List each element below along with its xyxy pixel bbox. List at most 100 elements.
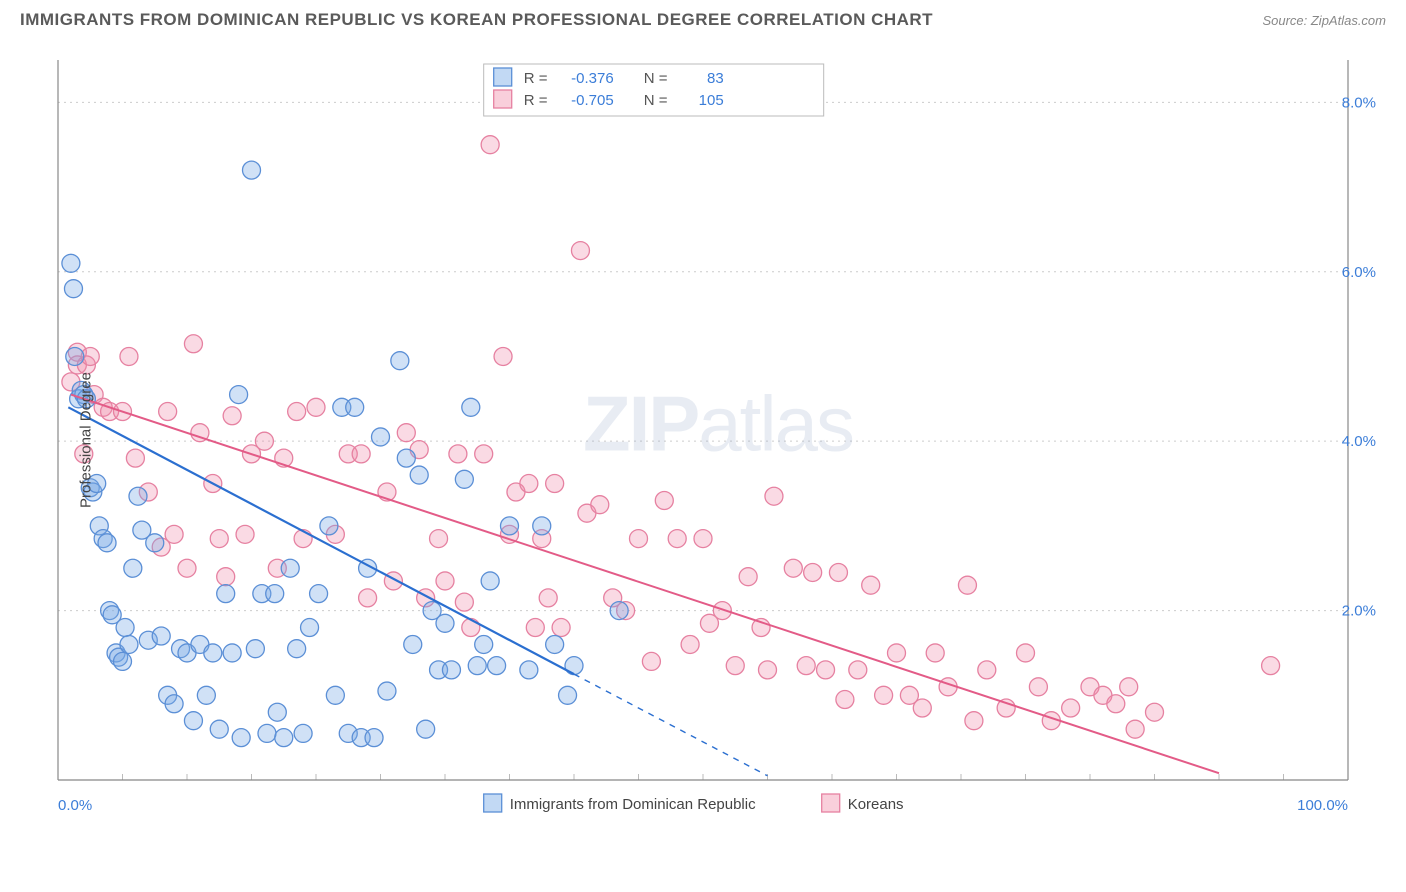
data-point-koreans (655, 491, 673, 509)
data-point-dominican (129, 487, 147, 505)
data-point-koreans (359, 589, 377, 607)
data-point-koreans (804, 563, 822, 581)
data-point-dominican (124, 559, 142, 577)
data-point-koreans (591, 496, 609, 514)
data-point-dominican (294, 724, 312, 742)
data-point-dominican (146, 534, 164, 552)
x-tick-label: 0.0% (58, 797, 92, 814)
data-point-dominican (436, 614, 454, 632)
data-point-dominican (501, 517, 519, 535)
data-point-dominican (217, 585, 235, 603)
legend-r-value-dominican: -0.376 (571, 70, 614, 87)
data-point-dominican (98, 534, 116, 552)
legend-swatch-dominican (494, 68, 512, 86)
data-point-dominican (116, 619, 134, 637)
y-tick-label: 8.0% (1342, 94, 1376, 111)
data-point-koreans (1017, 644, 1035, 662)
data-point-koreans (494, 347, 512, 365)
data-point-dominican (258, 724, 276, 742)
data-point-dominican (488, 657, 506, 675)
data-point-dominican (266, 585, 284, 603)
data-point-dominican (64, 280, 82, 298)
data-point-koreans (430, 530, 448, 548)
data-point-koreans (694, 530, 712, 548)
data-point-koreans (526, 619, 544, 637)
source-label: Source: (1262, 13, 1310, 28)
y-axis-label: Professional Degree (77, 372, 94, 508)
data-point-dominican (610, 602, 628, 620)
source-attribution: Source: ZipAtlas.com (1262, 13, 1386, 28)
legend-n-label: N = (644, 70, 668, 87)
legend-r-value-koreans: -0.705 (571, 92, 614, 109)
legend-n-value-dominican: 83 (707, 70, 724, 87)
data-point-koreans (765, 487, 783, 505)
data-point-koreans (481, 136, 499, 154)
legend-bottom-label-koreans: Koreans (848, 796, 904, 813)
data-point-dominican (404, 635, 422, 653)
data-point-koreans (1120, 678, 1138, 696)
data-point-dominican (223, 644, 241, 662)
data-point-koreans (520, 475, 538, 493)
data-point-dominican (520, 661, 538, 679)
data-point-koreans (1107, 695, 1125, 713)
data-point-dominican (204, 644, 222, 662)
data-point-koreans (126, 449, 144, 467)
data-point-koreans (236, 525, 254, 543)
data-point-dominican (120, 635, 138, 653)
data-point-dominican (468, 657, 486, 675)
data-point-koreans (1029, 678, 1047, 696)
data-point-dominican (462, 398, 480, 416)
data-point-koreans (1262, 657, 1280, 675)
data-point-dominican (475, 635, 493, 653)
data-point-dominican (197, 686, 215, 704)
data-point-koreans (165, 525, 183, 543)
data-point-dominican (281, 559, 299, 577)
data-point-koreans (255, 432, 273, 450)
x-tick-label: 100.0% (1297, 797, 1348, 814)
data-point-dominican (246, 640, 264, 658)
data-point-koreans (875, 686, 893, 704)
y-tick-label: 6.0% (1342, 264, 1376, 281)
data-point-dominican (326, 686, 344, 704)
data-point-koreans (784, 559, 802, 577)
data-point-koreans (849, 661, 867, 679)
legend-bottom-swatch-dominican (484, 794, 502, 812)
data-point-koreans (759, 661, 777, 679)
data-point-koreans (978, 661, 996, 679)
data-point-dominican (455, 470, 473, 488)
data-point-dominican (184, 712, 202, 730)
data-point-dominican (442, 661, 460, 679)
data-point-koreans (829, 563, 847, 581)
data-point-koreans (571, 242, 589, 260)
data-point-dominican (62, 254, 80, 272)
data-point-dominican (301, 619, 319, 637)
data-point-koreans (552, 619, 570, 637)
data-point-dominican (372, 428, 390, 446)
data-point-dominican (391, 352, 409, 370)
data-point-koreans (436, 572, 454, 590)
legend-r-label: R = (524, 70, 548, 87)
data-point-koreans (1146, 703, 1164, 721)
data-point-dominican (268, 703, 286, 721)
data-point-koreans (184, 335, 202, 353)
data-point-koreans (913, 699, 931, 717)
data-point-koreans (862, 576, 880, 594)
data-point-dominican (210, 720, 228, 738)
data-point-dominican (288, 640, 306, 658)
chart-area: Professional Degree ZIPatlas 2.0%4.0%6.0… (48, 50, 1388, 830)
scatter-plot-svg: 2.0%4.0%6.0%8.0%0.0%100.0%R =-0.376N =83… (48, 50, 1388, 850)
data-point-dominican (365, 729, 383, 747)
data-point-koreans (223, 407, 241, 425)
data-point-koreans (397, 424, 415, 442)
data-point-koreans (352, 445, 370, 463)
data-point-koreans (797, 657, 815, 675)
legend-swatch-koreans (494, 90, 512, 108)
data-point-dominican (417, 720, 435, 738)
data-point-koreans (462, 619, 480, 637)
data-point-dominican (310, 585, 328, 603)
data-point-koreans (288, 403, 306, 421)
legend-bottom-label-dominican: Immigrants from Dominican Republic (510, 796, 756, 813)
data-point-dominican (410, 466, 428, 484)
data-point-dominican (230, 386, 248, 404)
data-point-koreans (1062, 699, 1080, 717)
